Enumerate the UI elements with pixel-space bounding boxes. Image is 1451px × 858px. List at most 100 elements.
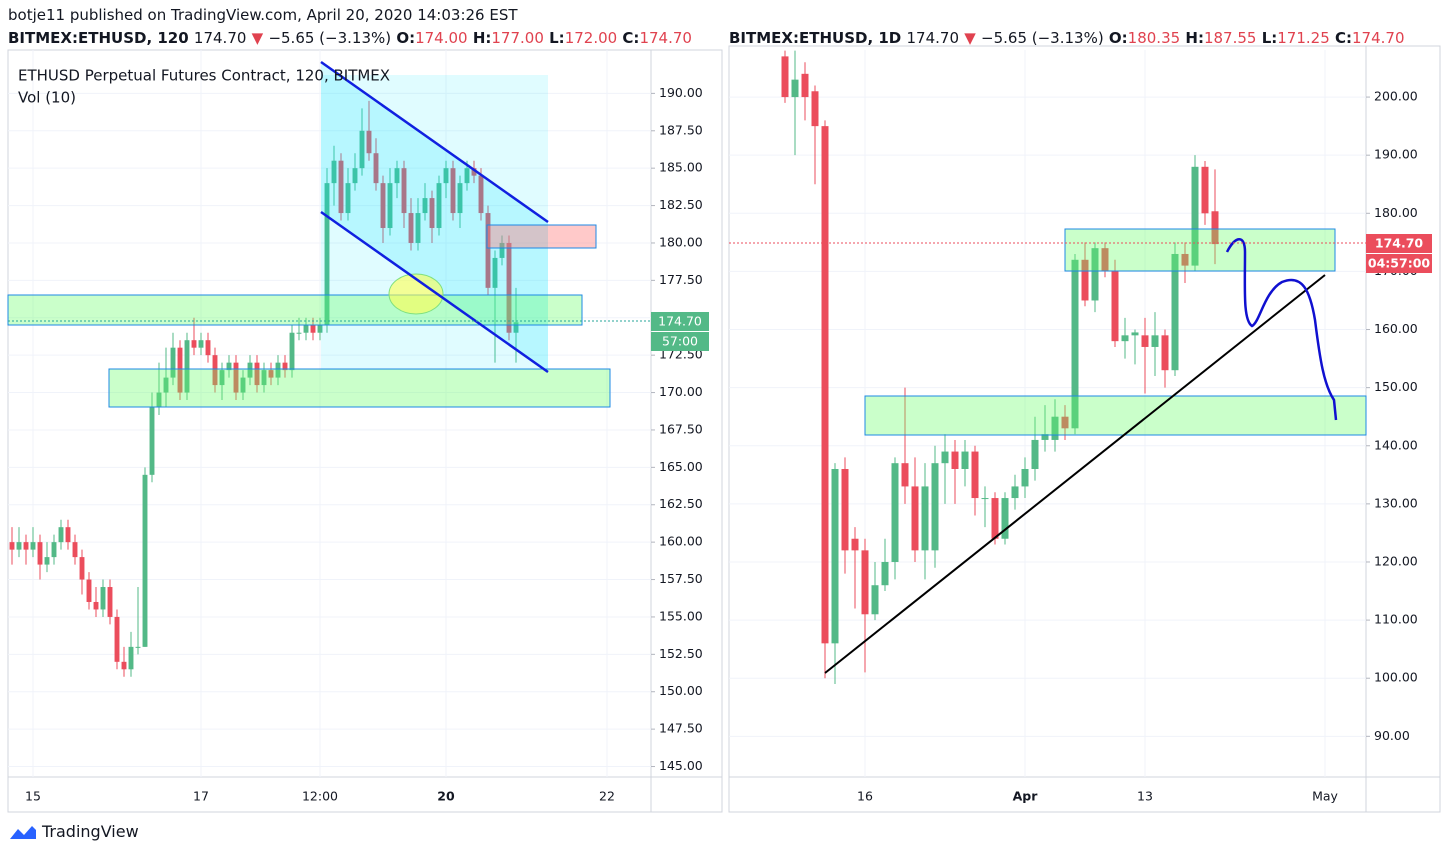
candle-body [1081,259,1089,301]
charts: 145.00 147.50 150.00 152.50 155.00 157.50 160.… [7,45,1441,813]
projection-path [1225,238,1338,421]
candle-body [191,340,197,348]
x-tick-label: Apr [1013,789,1039,804]
logo [10,825,36,839]
y-tick-label: 130.00 [1374,495,1418,510]
candle-body [303,325,309,333]
candle-body [205,340,211,356]
zone-box [1064,228,1336,272]
chart-title: ETHUSD Perpetual Futures Contract, 120, … [18,67,390,85]
candle-body [142,474,148,647]
y-tick-label: 150.00 [1374,379,1418,394]
y-tick-label: 162.50 [659,496,703,511]
publisher: botje11 published on TradingView.com, Ap… [8,6,518,24]
candle-body [911,486,919,551]
left-ticker-line: BITMEX:ETHUSD, 120 174.70 ▼ −5.65 (−3.13… [8,29,692,47]
candle-body [831,468,839,644]
l-label: L: [1261,29,1278,47]
left-chart: 145.00 147.50 150.00 152.50 155.00 157.50 160.… [7,49,723,813]
arrow: ▼ [251,29,264,47]
candle-body [37,542,43,565]
y-tick-label: 190.00 [1374,147,1418,162]
candle-body [359,130,365,169]
candle-body [226,362,232,371]
candle-body [851,538,859,551]
candle-body [1051,416,1059,440]
close: 174.70 [639,29,692,47]
y-tick-label: 200.00 [1374,89,1418,104]
high: 177.00 [491,29,544,47]
y-tick-label: 165.00 [659,459,703,474]
y-tick-label: 155.00 [659,608,703,623]
candle-body [93,601,99,610]
candle-body [941,451,949,464]
candle-body [345,183,351,214]
publisher-line: botje11 published on TradingView.com, Ap… [8,6,518,24]
l-label: L: [549,29,565,47]
candle-body [247,362,253,378]
candle-body [1211,211,1219,245]
candle-body [471,168,477,176]
open: 174.00 [415,29,468,47]
candle-body [107,587,113,617]
low: 171.25 [1277,29,1330,47]
y-tick-label: 182.50 [659,197,703,212]
zone-box [108,368,611,408]
candle-body [338,160,344,214]
candle-body [450,168,456,214]
candle-body [23,542,29,550]
candle-body [791,79,799,98]
x-tick-label: 16 [857,789,873,804]
zone-box [7,294,583,326]
candle-body [415,213,421,243]
y-tick-label: 187.50 [659,122,703,137]
candle-body [401,168,407,214]
candle-body [1171,253,1179,371]
candle-body [1071,259,1079,429]
candle-body [30,542,36,550]
candle-body [170,347,176,378]
candle-body [135,646,141,648]
candle-body [324,183,330,326]
candle-body [422,198,428,214]
candle-body [901,463,909,487]
price: 174.70 [906,29,960,47]
channel-line [320,210,549,374]
y-tick-label: 150.00 [659,683,703,698]
candle-body [981,498,989,500]
h-label: H: [472,29,492,47]
c-label: C: [622,29,640,47]
candle-body [921,486,929,551]
candle-body [254,362,260,386]
y-tick-label: 170.00 [659,384,703,399]
candle-body [951,451,959,469]
candle-body [891,463,899,562]
y-tick-label: 100.00 [1374,670,1418,685]
right-ticker-line: BITMEX:ETHUSD, 1D 174.70 ▼ −5.65 (−3.13%… [729,29,1405,47]
price-badge-label: 174.70 [658,314,702,329]
candle-body [506,242,512,333]
candle-body [184,340,190,393]
brand: TradingView [42,822,139,841]
symbol: BITMEX:ETHUSD, 120 [8,29,189,47]
candle-body [464,168,470,184]
candle-body [9,542,15,550]
candle-body [1161,335,1169,371]
candle-body [310,325,316,333]
candle-body [841,468,849,551]
countdown-badge [1366,254,1432,273]
candle-body [781,56,789,98]
candle-body [1141,335,1149,347]
candle-body [163,377,169,393]
candle-body [219,370,225,386]
candle-body [65,527,71,543]
candle-body [58,527,64,543]
price-badge [651,312,709,331]
countdown-badge [651,332,709,351]
candle-body [811,91,819,127]
candle-body [1091,248,1099,301]
candle-body [317,325,323,333]
y-tick-label: 177.50 [659,272,703,287]
candle-body [1001,498,1009,539]
candle-body [1121,335,1129,342]
